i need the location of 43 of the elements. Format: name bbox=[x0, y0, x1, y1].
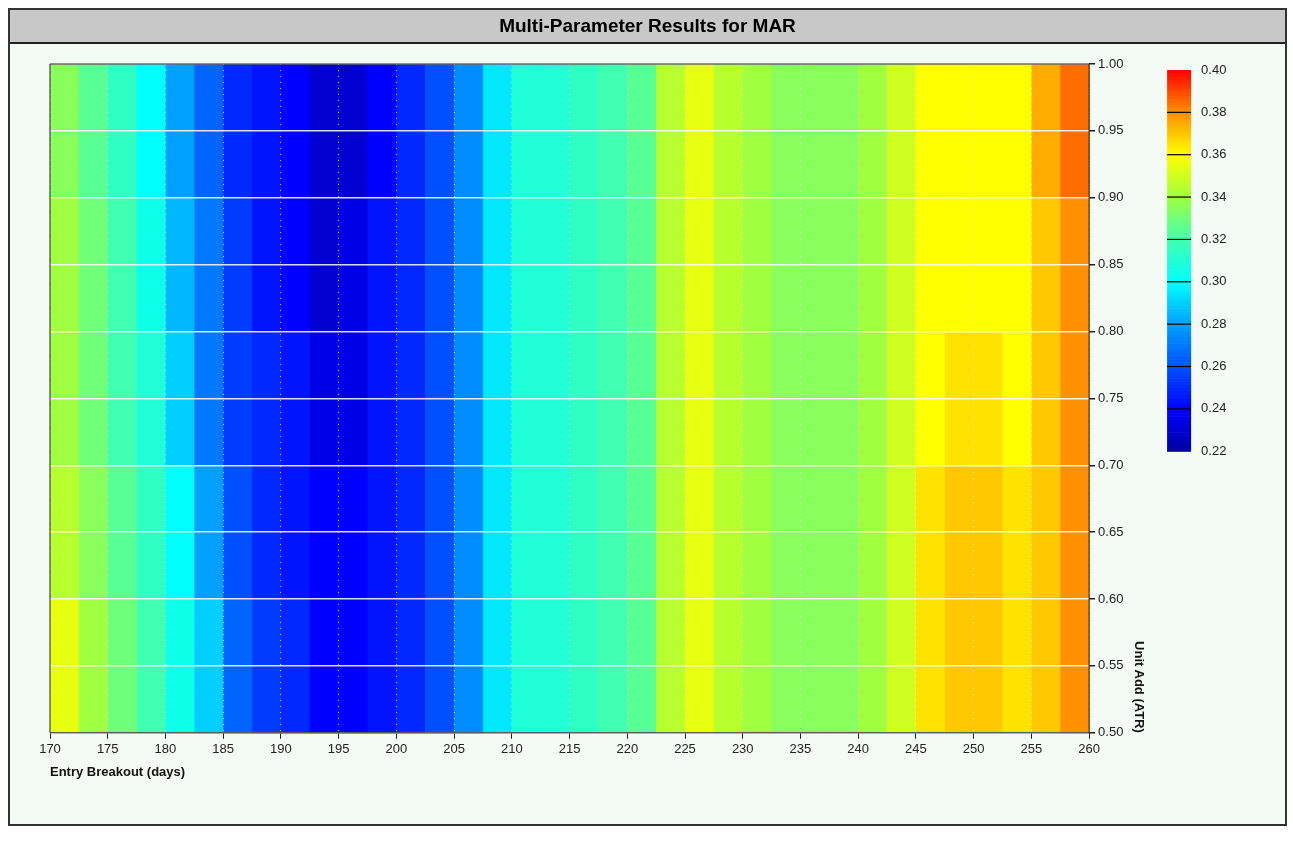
x-tick-label: 185 bbox=[212, 741, 235, 757]
x-tick-label: 235 bbox=[789, 741, 812, 757]
x-tick-label: 210 bbox=[500, 741, 523, 757]
y-tick-label: 0.70 bbox=[1098, 456, 1124, 472]
y-tick-label: 0.90 bbox=[1098, 189, 1124, 205]
y-axis-title: Unit Add (ATR) bbox=[1131, 641, 1147, 733]
y-tick-label: 0.65 bbox=[1098, 523, 1124, 539]
x-tick-label: 260 bbox=[1078, 741, 1100, 757]
x-tick-label: 180 bbox=[154, 741, 177, 757]
color-bar-label: 0.22 bbox=[1201, 442, 1227, 458]
x-tick-label: 225 bbox=[674, 741, 696, 757]
x-tick-label: 175 bbox=[96, 741, 119, 757]
y-tick-label: 0.95 bbox=[1098, 122, 1124, 138]
x-tick-label: 215 bbox=[558, 741, 581, 757]
color-bar-label: 0.28 bbox=[1201, 315, 1227, 331]
color-bar-label: 0.24 bbox=[1201, 400, 1227, 416]
x-axis-title: Entry Breakout (days) bbox=[50, 763, 186, 779]
color-bar-label: 0.36 bbox=[1201, 146, 1227, 162]
color-bar-label: 0.38 bbox=[1201, 103, 1227, 119]
x-tick-label: 170 bbox=[39, 741, 61, 757]
x-tick-label: 190 bbox=[270, 741, 292, 757]
x-tick-label: 200 bbox=[385, 741, 408, 757]
x-tick-label: 220 bbox=[616, 741, 639, 757]
x-tick-label: 230 bbox=[731, 741, 754, 757]
x-tick-label: 240 bbox=[847, 741, 870, 757]
y-tick-label: 0.85 bbox=[1098, 256, 1124, 272]
x-tick-label: 250 bbox=[962, 741, 985, 757]
y-tick-label: 0.80 bbox=[1098, 323, 1124, 339]
y-tick-label: 0.55 bbox=[1098, 657, 1124, 673]
color-bar-label: 0.30 bbox=[1201, 273, 1227, 289]
color-bar-label: 0.32 bbox=[1201, 231, 1227, 247]
y-tick-label: 1.00 bbox=[1098, 55, 1124, 71]
y-tick-label: 0.60 bbox=[1098, 590, 1124, 606]
color-bar-label: 0.26 bbox=[1201, 358, 1227, 374]
chart-title: Multi-Parameter Results for MAR bbox=[10, 10, 1285, 44]
color-bar-label: 0.40 bbox=[1201, 61, 1227, 77]
x-tick-label: 245 bbox=[905, 741, 927, 757]
x-tick-label: 195 bbox=[327, 741, 350, 757]
y-tick-label: 0.50 bbox=[1098, 724, 1124, 740]
color-bar-label: 0.34 bbox=[1201, 188, 1227, 204]
y-tick-label: 0.75 bbox=[1098, 389, 1124, 405]
x-tick-label: 255 bbox=[1020, 741, 1043, 757]
x-tick-label: 205 bbox=[443, 741, 465, 757]
